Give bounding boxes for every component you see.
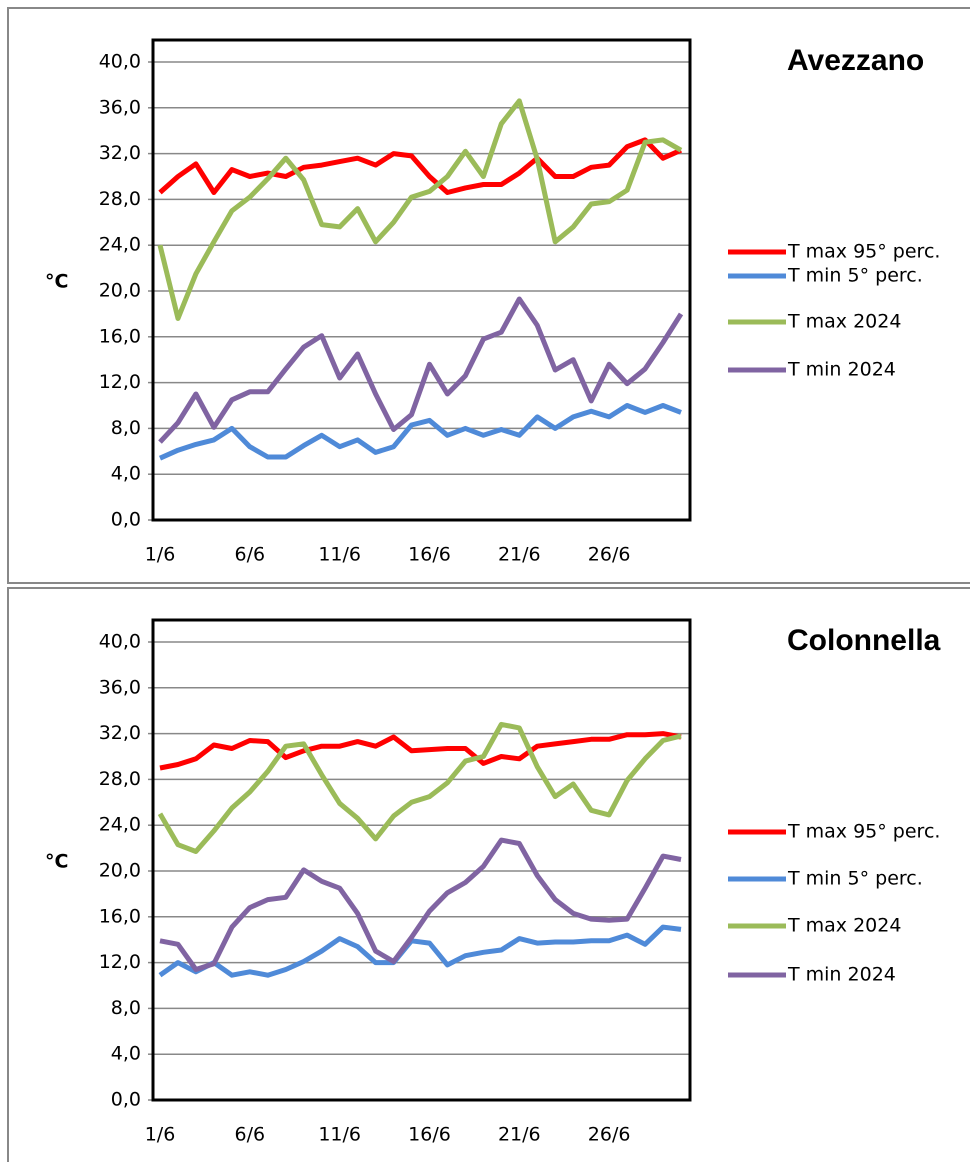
x-tick-label: 21/6 <box>498 1124 541 1146</box>
y-tick-label: 40,0 <box>99 631 141 653</box>
series-line <box>159 731 682 771</box>
panel <box>7 7 970 584</box>
y-tick-label: 28,0 <box>99 768 141 790</box>
series-line <box>158 137 683 195</box>
plot-area <box>151 38 692 522</box>
x-tick-label: 16/6 <box>408 544 451 566</box>
y-tick-label: 32,0 <box>99 722 141 744</box>
x-tick-label: 11/6 <box>318 544 361 566</box>
y-tick-label: 16,0 <box>99 325 141 347</box>
y-tick-label: 32,0 <box>99 142 141 164</box>
series-line <box>157 721 682 854</box>
x-tick-label: 26/6 <box>588 544 631 566</box>
legend-label: T min 5° perc. <box>787 868 923 890</box>
y-tick-label: 40,0 <box>99 51 141 73</box>
chart-title: Colonnella <box>787 624 941 657</box>
x-tick-label: 1/6 <box>145 544 176 566</box>
y-tick-label: 36,0 <box>99 96 141 118</box>
x-tick-label: 11/6 <box>318 1124 361 1146</box>
panel <box>7 587 970 1162</box>
y-axis-label: °C <box>45 271 68 293</box>
series-line <box>158 924 682 978</box>
plot-area <box>151 618 692 1102</box>
x-tick-label: 6/6 <box>235 1124 266 1146</box>
x-tick-label: 16/6 <box>408 1124 451 1146</box>
legend-label: T max 2024 <box>787 311 901 333</box>
x-tick-label: 6/6 <box>235 544 266 566</box>
y-tick-label: 20,0 <box>99 280 141 302</box>
y-axis-label: °C <box>45 851 68 873</box>
series-line <box>158 296 684 444</box>
y-tick-label: 8,0 <box>111 997 141 1019</box>
y-tick-label: 4,0 <box>111 1043 141 1065</box>
y-tick-label: 0,0 <box>111 509 141 531</box>
x-tick-label: 21/6 <box>498 544 541 566</box>
y-tick-label: 24,0 <box>99 234 141 256</box>
y-tick-label: 36,0 <box>99 676 141 698</box>
legend-label: T max 2024 <box>787 915 901 937</box>
chart-title: Avezzano <box>787 44 924 77</box>
y-tick-label: 28,0 <box>99 188 141 210</box>
legend-label: T min 2024 <box>787 359 896 381</box>
legend-label: T min 5° perc. <box>787 265 923 287</box>
series-line <box>159 837 682 972</box>
y-tick-label: 12,0 <box>99 371 141 393</box>
y-tick-label: 20,0 <box>99 860 141 882</box>
series-line <box>157 98 683 321</box>
x-tick-label: 1/6 <box>145 1124 176 1146</box>
y-tick-label: 8,0 <box>111 417 141 439</box>
y-tick-label: 4,0 <box>111 463 141 485</box>
legend-label: T max 95° perc. <box>787 241 940 263</box>
series-line <box>158 403 682 461</box>
y-tick-label: 16,0 <box>99 905 141 927</box>
x-tick-label: 26/6 <box>588 1124 631 1146</box>
y-tick-label: 24,0 <box>99 814 141 836</box>
y-tick-label: 0,0 <box>111 1089 141 1111</box>
legend-label: T max 95° perc. <box>787 821 940 843</box>
legend-label: T min 2024 <box>787 964 896 986</box>
y-tick-label: 12,0 <box>99 951 141 973</box>
